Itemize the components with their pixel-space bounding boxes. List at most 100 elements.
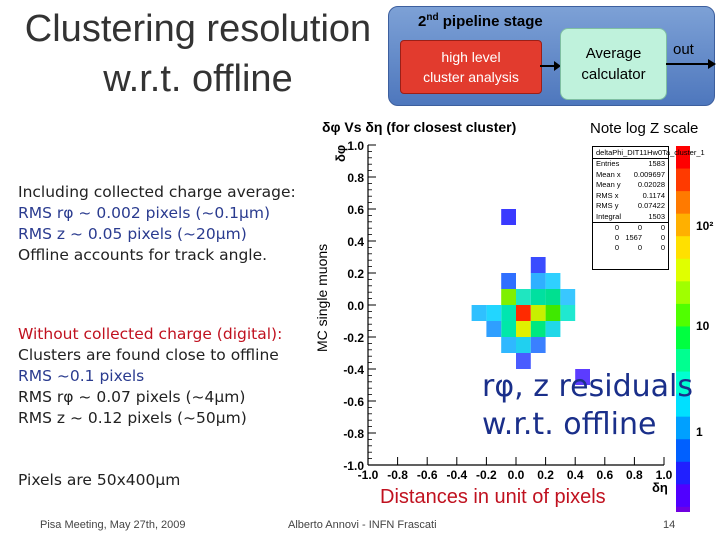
x-tick-label: -0.2	[476, 468, 497, 482]
x-tick-label: -0.6	[417, 468, 438, 482]
block1-rms-rphi: RMS rφ ~ 0.002 pixels (~0.1μm)	[18, 204, 271, 222]
heatmap-cell	[530, 321, 546, 337]
heatmap-cell	[545, 289, 561, 305]
block1-note: Offline accounts for track angle.	[18, 246, 268, 264]
stats-grid-cell: 0	[637, 243, 642, 252]
heatmap-cell	[516, 305, 531, 321]
heatmap-cells	[471, 209, 590, 385]
y-tick-label: 0.4	[347, 235, 364, 249]
stats-label: Entries	[596, 159, 620, 168]
mc-single-muons-label: MC single muons	[314, 244, 330, 352]
stats-grid: 0 0 0 0 1567 0 0 0 0	[593, 222, 668, 253]
heatmap-cell	[501, 337, 516, 353]
color-scale-segment	[676, 258, 690, 282]
heatmap-cell	[501, 305, 516, 321]
stats-header: deltaPhi_DIT11Hw0Ta_cluster_1	[593, 147, 705, 159]
block2-heading: Without collected charge (digital):	[18, 325, 283, 343]
stats-grid-cell: 0	[614, 223, 619, 232]
stats-grid-cell: 0	[637, 223, 642, 232]
stats-value: 0.009697	[633, 169, 665, 179]
color-scale-segment	[676, 461, 690, 485]
heatmap-cell	[516, 289, 531, 305]
page-title: Clustering resolution w.r.t. offline	[8, 4, 388, 104]
color-scale-segment	[676, 146, 690, 170]
stats-grid-cell: 0	[660, 223, 665, 232]
stats-value: 1583	[648, 159, 665, 168]
stats-label: Integral	[596, 211, 622, 221]
z-ticks: 1 10 10²	[696, 219, 713, 439]
stats-grid-row: 0 0 0	[593, 223, 668, 233]
x-tick-label: 0.6	[596, 468, 613, 482]
heatmap-cell	[530, 337, 546, 353]
box2-line-2: calculator	[581, 66, 646, 83]
color-scale-segment	[676, 484, 690, 508]
box2-line-1: Average	[585, 45, 642, 62]
pipeline-stage-title: 2nd pipeline stage	[418, 12, 543, 30]
x-tick-label: 0.4	[567, 468, 584, 482]
pixel-size-note: Pixels are 50x400μm	[18, 471, 181, 489]
distances-caption: Distances in unit of pixels	[380, 486, 606, 508]
heatmap-cell	[545, 305, 561, 321]
page-number: 14	[663, 519, 676, 531]
y-tick-label: 0.8	[347, 171, 364, 185]
heatmap-cell	[530, 273, 546, 289]
heatmap-cell	[545, 273, 561, 289]
stats-grid-cell: 0	[614, 243, 619, 252]
stats-row: Mean x 0.009697	[593, 170, 668, 181]
y-tick-label: 0.6	[347, 203, 364, 217]
box1-line-1: high level	[441, 49, 501, 65]
heatmap-cell	[501, 289, 516, 305]
color-scale-segment	[676, 371, 690, 395]
stats-row: RMS y 0.07422	[593, 201, 668, 212]
y-tick-label: -1.0	[343, 459, 364, 473]
block2-line-2: Clusters are found close to offline	[18, 346, 279, 364]
title-line-2: w.r.t. offline	[103, 58, 293, 100]
chart-title: δφ Vs δη (for closest cluster)	[322, 119, 516, 135]
heatmap-cell	[486, 305, 502, 321]
heatmap-cell	[501, 209, 516, 225]
heatmap-cell	[530, 257, 546, 273]
output-arrow-icon	[666, 59, 716, 69]
block1-rms-z: RMS z ~ 0.05 pixels (~20μm)	[18, 225, 247, 243]
color-scale-segment	[676, 191, 690, 215]
residuals-line-1: rφ, z residuals	[482, 369, 693, 404]
heatmap-cell	[501, 321, 516, 337]
stats-grid-row: 0 0 0	[593, 243, 668, 253]
stats-grid-cell: 0	[660, 233, 665, 242]
heatmap-cell	[516, 321, 531, 337]
stats-label: Mean y	[596, 180, 621, 189]
y-tick-label: -0.6	[343, 395, 364, 409]
heatmap-cell	[560, 305, 576, 321]
color-scale-segment	[676, 394, 690, 418]
heatmap-cell	[530, 305, 546, 321]
color-scale-segment	[676, 506, 690, 512]
y-tick-label: 0.0	[347, 299, 364, 313]
y-ticks: -1.0 -0.8 -0.6 -0.4 -0.2 0.0 0.2 0.4 0.6 0.8 1.0	[343, 139, 376, 473]
footer-author: Alberto Annovi - INFN Frascati	[288, 519, 437, 531]
stats-row: Entries 1583	[593, 159, 668, 170]
stats-value: 0.1174	[642, 190, 665, 200]
stats-label: RMS x	[596, 190, 619, 200]
heatmap-cell	[530, 289, 546, 305]
x-tick-label: -1.0	[358, 468, 379, 482]
color-scale-segment	[676, 439, 690, 463]
title-line-1: Clustering resolution	[24, 8, 372, 50]
stage-label: pipeline stage	[442, 13, 543, 30]
y-tick-label: -0.8	[343, 427, 364, 441]
arrow-right-icon	[540, 61, 561, 71]
heatmap-cell	[516, 337, 531, 353]
x-tick-label: -0.4	[446, 468, 467, 482]
stage-number: 2	[418, 13, 427, 30]
y-axis-label: δφ	[333, 145, 348, 162]
residuals-line-2: w.r.t. offline	[482, 407, 657, 442]
x-tick-label: 1.0	[656, 468, 673, 482]
x-tick-label: -0.8	[387, 468, 408, 482]
residuals-label: rφ, z residuals w.r.t. offline	[482, 368, 693, 444]
stats-grid-cell: 1567	[625, 233, 642, 242]
color-scale-segment	[676, 349, 690, 373]
out-label: out	[673, 41, 694, 58]
footer-meeting: Pisa Meeting, May 27th, 2009	[40, 519, 186, 531]
block2-rms: RMS ~0.1 pixels	[18, 367, 145, 385]
heatmap-cell	[501, 273, 516, 289]
stats-box: deltaPhi_DIT11Hw0Ta_cluster_1 Entries 158…	[592, 146, 705, 270]
